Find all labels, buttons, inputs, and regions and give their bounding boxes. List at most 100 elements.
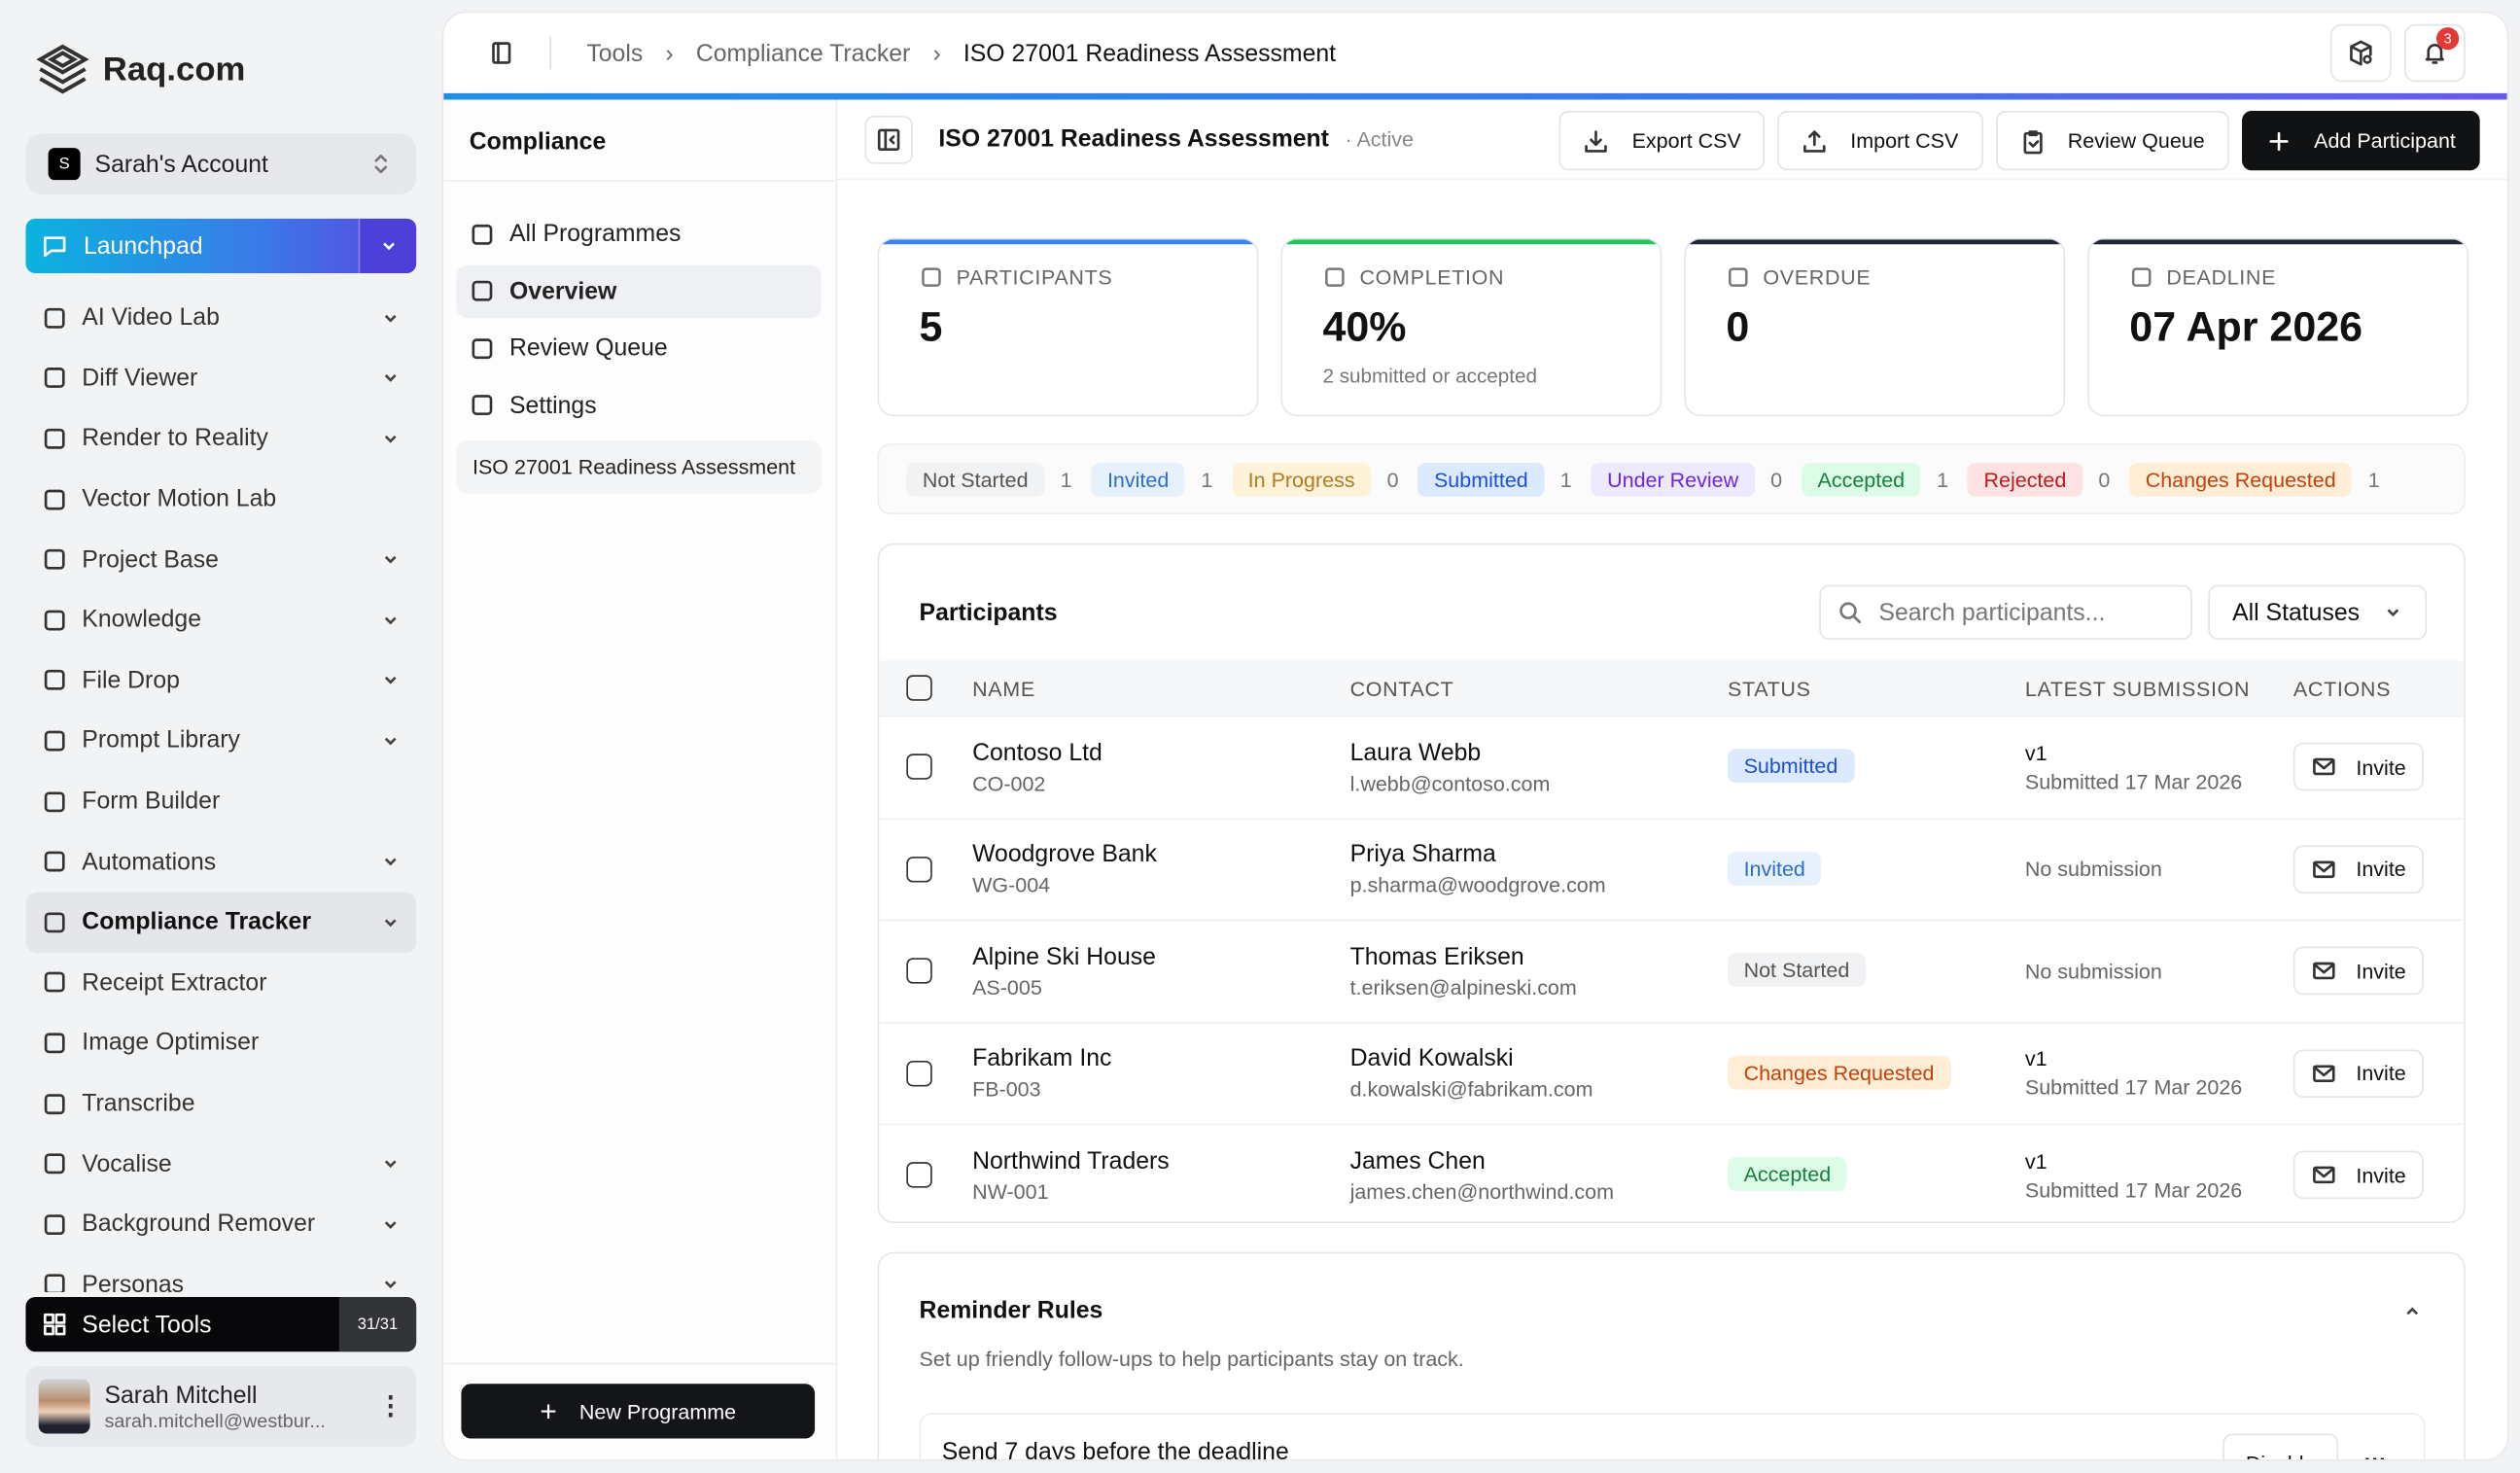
subnav-item[interactable]: All Programmes — [456, 207, 821, 261]
select-tools-button[interactable]: Select Tools 31/31 — [25, 1297, 417, 1352]
brand-logo[interactable]: Raq.com — [35, 42, 245, 100]
status-count: 1 — [1060, 467, 1072, 492]
new-programme-button[interactable]: + New Programme — [461, 1384, 816, 1439]
status-pill[interactable]: Under Review — [1591, 462, 1755, 496]
disable-rule-button[interactable]: Disable — [2222, 1433, 2339, 1459]
git-compare-icon — [44, 368, 65, 389]
list-icon — [472, 224, 493, 244]
participant-name[interactable]: Woodgrove Bank — [972, 840, 1157, 869]
invite-button[interactable]: Invite — [2292, 743, 2424, 791]
invite-button[interactable]: Invite — [2292, 845, 2424, 894]
subnav-item[interactable]: Overview — [456, 263, 822, 318]
stat-card: DEADLINE 07 Apr 2026 — [2087, 237, 2469, 417]
column-latest-submission[interactable]: LATEST SUBMISSION — [2024, 676, 2251, 700]
invite-button[interactable]: Invite — [2292, 947, 2424, 996]
notifications-button[interactable]: 3 — [2403, 23, 2466, 83]
library-icon — [44, 610, 65, 631]
subnav-item[interactable]: Review Queue — [456, 322, 821, 375]
clapperboard-icon — [44, 307, 65, 329]
participant-code: AS-005 — [972, 974, 1042, 1000]
sidebar-item[interactable]: Knowledge — [25, 590, 416, 650]
sidebar-item[interactable]: Render to Reality — [25, 408, 416, 469]
search-input[interactable]: Search participants... — [1819, 584, 2192, 640]
select-all-checkbox[interactable] — [906, 675, 932, 701]
contact-email: t.eriksen@alpineski.com — [1349, 974, 1577, 1000]
invite-button[interactable]: Invite — [2292, 1151, 2424, 1200]
status-pill[interactable]: Changes Requested — [2129, 462, 2353, 496]
sidebar-item[interactable]: Form Builder — [25, 771, 416, 831]
download-icon — [1585, 129, 1608, 152]
column-name[interactable]: NAME — [972, 676, 1035, 700]
status-pill[interactable]: Submitted — [1418, 462, 1545, 496]
status-pill[interactable]: Accepted — [1801, 462, 1921, 496]
user-card[interactable]: Sarah Mitchell sarah.mitchell@westbur... … — [25, 1366, 417, 1447]
launchpad-expand[interactable] — [358, 218, 417, 274]
sidebar-item[interactable]: Automations — [25, 831, 416, 892]
sidebar-item-label: Render to Reality — [82, 425, 268, 453]
launchpad-button[interactable]: Launchpad — [25, 218, 417, 274]
collapse-panel-button[interactable] — [864, 115, 913, 163]
status-filter-select[interactable]: All Statuses — [2208, 584, 2428, 640]
submission-version: v1 — [2024, 1148, 2048, 1174]
sidebar-item[interactable]: File Drop — [25, 650, 416, 711]
participant-name[interactable]: Northwind Traders — [972, 1146, 1170, 1175]
programme-item[interactable]: ISO 27001 Readiness Assessment — [456, 439, 822, 494]
breadcrumb-compliance[interactable]: Compliance Tracker — [695, 39, 911, 67]
sidebar-item[interactable]: Transcribe — [25, 1073, 416, 1134]
invite-label: Invite — [2356, 754, 2406, 780]
sidebar-item[interactable]: Diff Viewer — [25, 348, 416, 408]
status-pill[interactable]: In Progress — [1232, 462, 1372, 496]
table-row: Contoso Ltd CO-002 Laura Webb l.webb@conto… — [879, 715, 2465, 818]
add-participant-button[interactable]: Add Participant — [2241, 111, 2480, 171]
row-checkbox[interactable] — [906, 1060, 932, 1087]
sidebar-item[interactable]: Project Base — [25, 529, 416, 589]
row-checkbox[interactable] — [906, 1162, 932, 1189]
sidebar-item[interactable]: Personas — [25, 1254, 416, 1293]
stat-label: COMPLETION — [1359, 264, 1505, 290]
breadcrumb-tools[interactable]: Tools — [586, 39, 644, 67]
status-badge: Not Started — [1728, 953, 1866, 988]
status-badge: Changes Requested — [1728, 1055, 1951, 1090]
export-csv-button[interactable]: Export CSV — [1559, 111, 1766, 171]
speech-icon — [44, 1153, 65, 1175]
sidebar-item[interactable]: Compliance Tracker — [25, 892, 417, 953]
sidebar-item[interactable]: Background Remover — [25, 1194, 416, 1254]
import-csv-button[interactable]: Import CSV — [1777, 111, 1983, 171]
participant-name[interactable]: Alpine Ski House — [972, 942, 1156, 971]
status-pill[interactable]: Not Started — [906, 462, 1045, 496]
more-horizontal-icon[interactable]: ··· — [2364, 1447, 2387, 1459]
account-switcher[interactable]: S Sarah's Account — [25, 133, 417, 195]
clipboard-check-icon — [472, 337, 493, 359]
row-checkbox[interactable] — [906, 856, 932, 883]
sidebar-toggle-icon[interactable] — [489, 40, 514, 65]
subnav-item[interactable]: Settings — [456, 378, 821, 432]
package-search-icon — [2350, 40, 2372, 66]
sidebar-item[interactable]: AI Video Lab — [25, 288, 416, 348]
status-pill[interactable]: Invited — [1091, 462, 1185, 496]
column-status[interactable]: STATUS — [1728, 676, 1811, 700]
chevron-up-icon[interactable] — [2402, 1302, 2422, 1321]
sidebar-item[interactable]: Vocalise — [25, 1134, 416, 1194]
status-badge: Invited — [1728, 851, 1822, 886]
stat-label: OVERDUE — [1763, 264, 1872, 290]
add-label: Add Participant — [2314, 128, 2456, 154]
review-queue-button[interactable]: Review Queue — [1995, 111, 2229, 171]
participant-name[interactable]: Fabrikam Inc — [972, 1044, 1112, 1073]
invite-button[interactable]: Invite — [2292, 1049, 2424, 1098]
status-pill[interactable]: Rejected — [1967, 462, 2082, 496]
participants-card: Participants Search participants... All … — [877, 543, 2466, 1223]
sidebar-item[interactable]: Receipt Extractor — [25, 952, 416, 1012]
subnav-title: Compliance — [469, 128, 607, 157]
account-name: Sarah's Account — [94, 150, 268, 178]
row-checkbox[interactable] — [906, 754, 932, 781]
sidebar-item[interactable]: Prompt Library — [25, 711, 416, 771]
cloud-upload-icon — [44, 670, 65, 691]
plus-icon: + — [540, 1394, 557, 1427]
package-search-button[interactable] — [2329, 23, 2392, 83]
sidebar-item[interactable]: Image Optimiser — [25, 1013, 416, 1073]
row-checkbox[interactable] — [906, 958, 932, 985]
participant-name[interactable]: Contoso Ltd — [972, 738, 1102, 767]
column-contact[interactable]: CONTACT — [1349, 676, 1454, 700]
more-vertical-icon[interactable]: ⋮ — [377, 1393, 403, 1421]
sidebar-item[interactable]: Vector Motion Lab — [25, 469, 416, 529]
